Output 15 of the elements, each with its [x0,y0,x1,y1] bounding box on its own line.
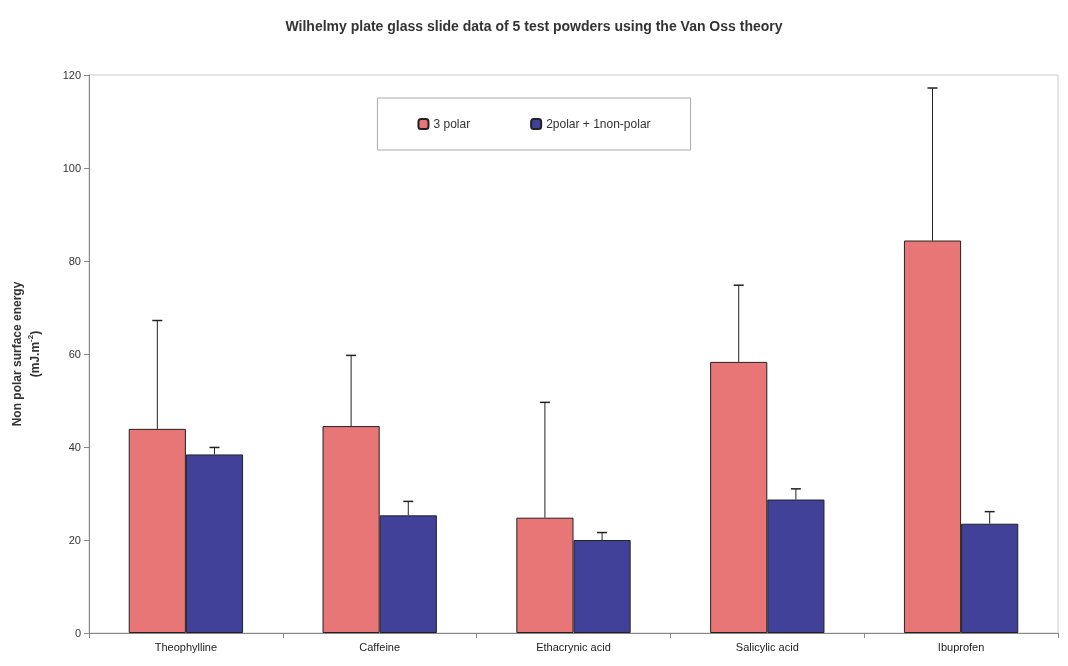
x-tick-label: Ibuprofen [937,640,985,653]
y-tick-label: 20 [68,534,81,546]
x-tick-label: Theophylline [154,640,218,653]
y-tick-label: 100 [62,162,81,174]
chart-title: Wilhelmy plate glass slide data of 5 test powders using the Van Oss theory [285,18,783,34]
x-tick-label: Caffeine [359,640,401,653]
x-tick-label: Salicylic acid [735,640,799,653]
y-tick-label: 80 [68,255,81,267]
x-tick-label: Ethacrynic acid [536,640,611,653]
y-tick-label: 0 [74,627,81,639]
legend-label: 2polar + 1non-polar [546,117,651,131]
legend-label: 3 polar [433,117,471,131]
y-tick-label: 120 [62,69,81,81]
y-tick-label: 40 [68,441,81,453]
y-tick-label: 60 [68,348,81,360]
